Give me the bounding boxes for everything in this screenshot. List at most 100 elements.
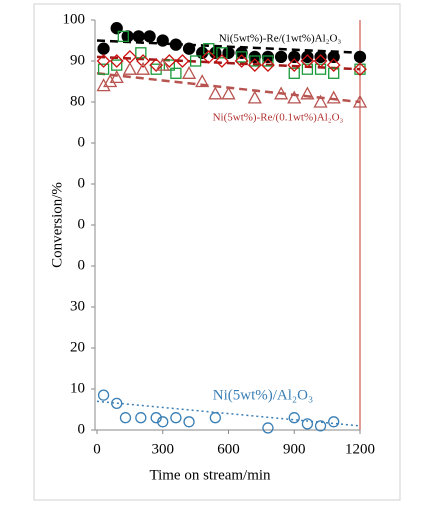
point (155, 57, 170, 71)
point (314, 63, 327, 75)
point (288, 67, 300, 79)
point (216, 47, 228, 59)
point (328, 416, 340, 428)
point (109, 54, 124, 68)
point (301, 418, 314, 430)
point (247, 90, 262, 104)
point (103, 74, 118, 88)
point (150, 63, 162, 75)
point (235, 51, 248, 63)
point (203, 43, 215, 55)
point (96, 54, 111, 68)
point (135, 61, 151, 75)
point (301, 63, 314, 75)
y-tick-label: 100 (63, 11, 86, 27)
point (326, 58, 341, 73)
point (274, 50, 288, 64)
point (353, 50, 367, 64)
point (313, 54, 328, 68)
y-tick-label: 20 (70, 339, 85, 355)
point (221, 86, 236, 100)
x-tick-label: 1200 (345, 441, 375, 457)
point (261, 58, 275, 73)
point (288, 50, 301, 64)
y-tick-label: 80 (70, 93, 85, 109)
point (97, 389, 110, 401)
point (235, 46, 248, 59)
point (262, 55, 274, 67)
point (109, 70, 124, 84)
point (249, 55, 261, 67)
y-tick-label: 10 (70, 380, 85, 396)
point (326, 90, 341, 104)
point (314, 50, 327, 64)
point (201, 49, 216, 64)
point (122, 49, 137, 64)
point (222, 46, 235, 59)
point (162, 54, 177, 68)
point (189, 55, 202, 67)
point (132, 30, 145, 43)
point (300, 86, 315, 100)
point (96, 78, 111, 92)
point (117, 30, 129, 43)
point (195, 74, 210, 88)
annotation: Ni(5wt%)-Re/(0.1wt%)Al₂O₃ (213, 112, 344, 124)
point (261, 50, 275, 64)
point (247, 58, 262, 73)
x-tick-label: 0 (93, 441, 101, 457)
point (122, 61, 137, 75)
point (119, 412, 132, 424)
point (111, 59, 123, 71)
point (143, 30, 156, 43)
point (248, 50, 261, 64)
y-tick-label: 0 (78, 216, 86, 232)
point (215, 54, 229, 68)
point (354, 63, 366, 75)
x-tick-label: 600 (217, 441, 240, 457)
point (287, 58, 302, 73)
trend-line (96, 55, 361, 71)
point (274, 86, 289, 100)
point (97, 42, 110, 55)
y-tick-label: 0 (78, 421, 86, 437)
point (181, 65, 197, 79)
point (301, 50, 314, 64)
point (287, 90, 302, 104)
point (262, 422, 274, 434)
point (352, 94, 368, 108)
point (169, 38, 183, 51)
x-tick-label: 300 (152, 441, 175, 457)
x-axis-label: Time on stream/min (149, 467, 271, 483)
y-tick-label: 30 (70, 298, 85, 314)
point (175, 54, 190, 68)
point (327, 50, 340, 64)
trend-line (96, 400, 361, 427)
point (97, 63, 110, 75)
point (328, 67, 340, 79)
point (313, 94, 328, 108)
point (353, 62, 367, 77)
y-tick-label: 0 (78, 257, 86, 273)
point (157, 416, 169, 428)
point (170, 67, 182, 79)
y-tick-label: 90 (70, 52, 85, 68)
point (209, 412, 222, 424)
point (135, 412, 147, 424)
frame (33, 3, 401, 501)
y-axis-label: Conversion/% (49, 182, 65, 268)
point (156, 34, 169, 47)
point (300, 54, 315, 68)
point (288, 412, 300, 424)
y-tick-label: 0 (78, 134, 86, 150)
x-tick-label: 900 (283, 441, 306, 457)
point (136, 54, 150, 68)
point (208, 86, 223, 100)
annotation: Ni(5wt%)/Al₂O₃ (213, 387, 313, 403)
annotation: Ni(5wt%)-Re/(1wt%)Al₂O₃ (219, 33, 342, 45)
y-tick-label: 0 (78, 175, 86, 191)
point (111, 397, 123, 410)
point (170, 412, 182, 424)
point (183, 416, 195, 428)
